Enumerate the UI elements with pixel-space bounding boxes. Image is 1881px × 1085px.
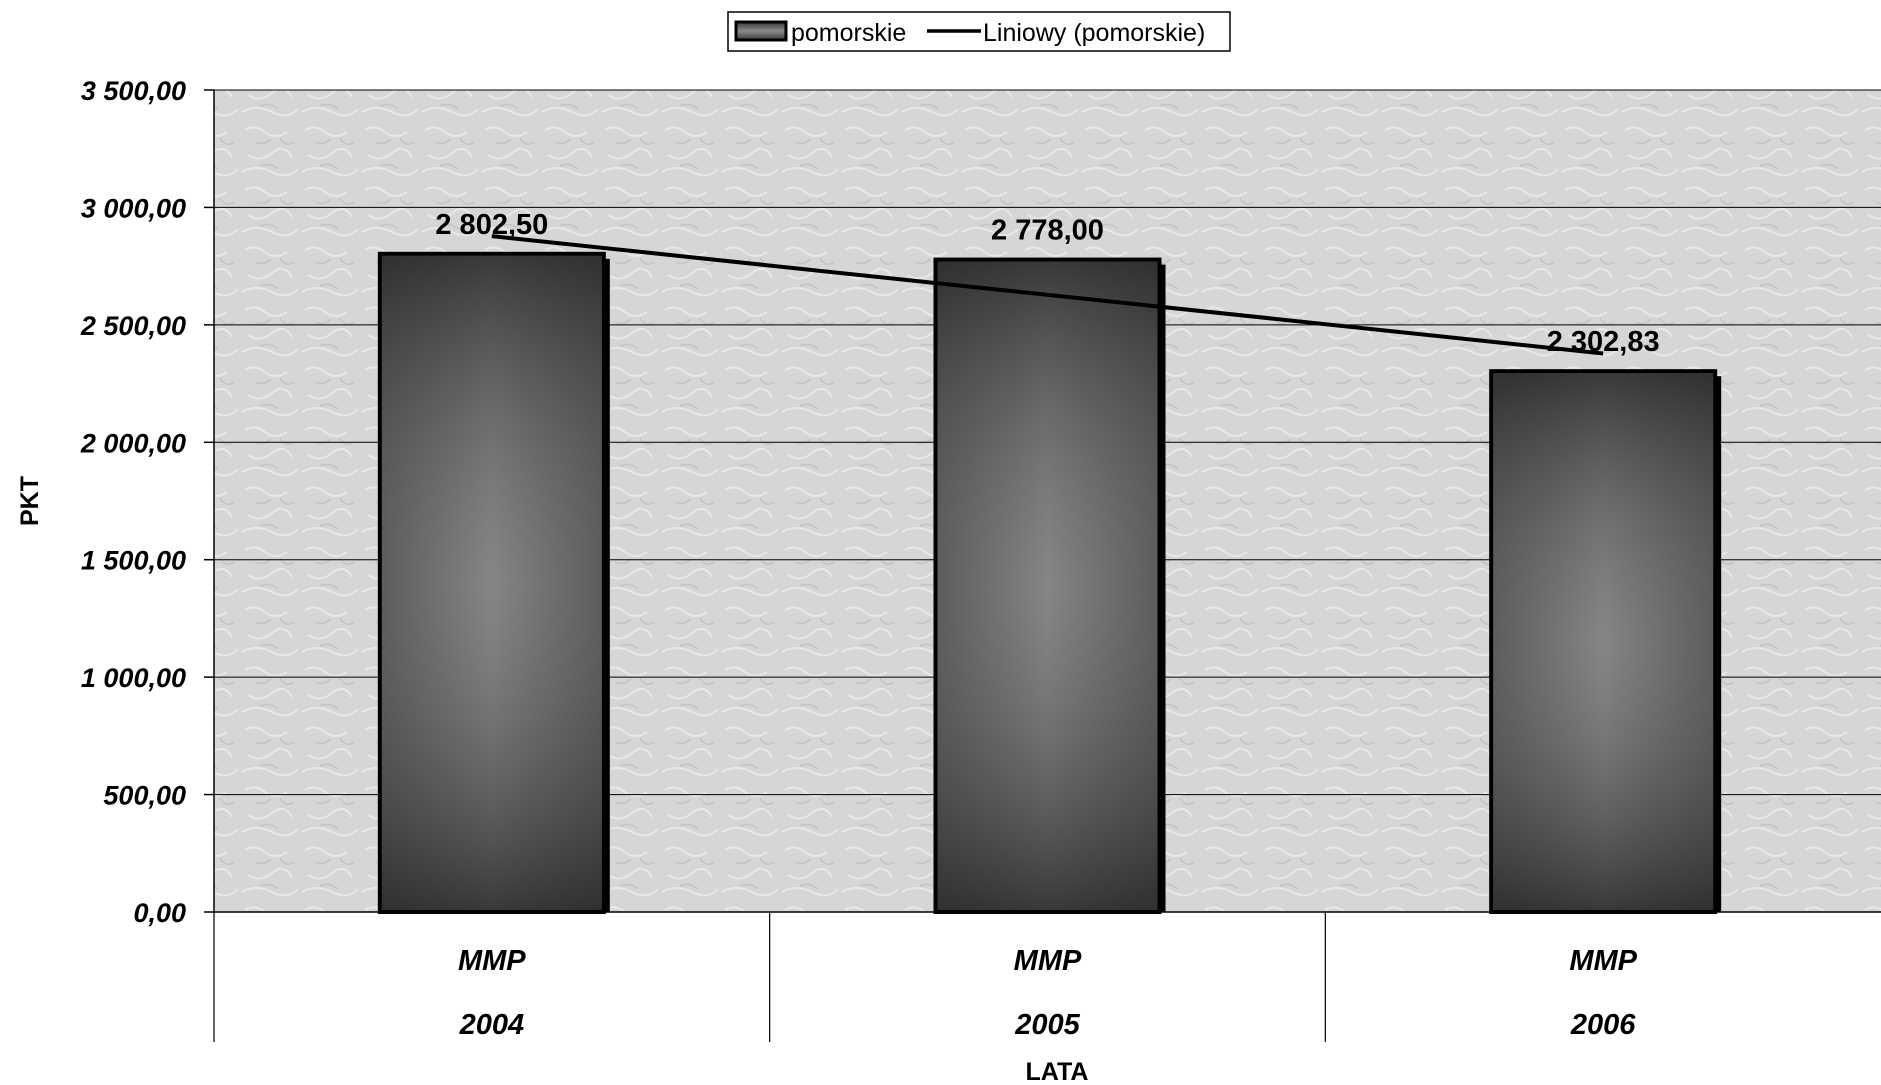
data-label: 2 778,00 [991, 215, 1104, 247]
legend: pomorskie Liniowy (pomorskie) [727, 11, 1231, 52]
x-axis-categories: MMP 2004 MMP 2005 MMP 2006 [213, 912, 1638, 1042]
legend-label-pomorskie: pomorskie [791, 19, 906, 47]
bar-shade [1493, 373, 1714, 910]
legend-label-trend: Liniowy (pomorskie) [983, 19, 1205, 47]
x-axis-label: LATA [1026, 1058, 1089, 1085]
y-tick-label: 2 000,00 [80, 428, 186, 458]
bar-shade [937, 261, 1158, 910]
y-tick-label: 500,00 [103, 781, 186, 811]
y-tick-label: 1 000,00 [81, 663, 186, 693]
x-category-label: MMP [1569, 945, 1637, 977]
y-tick-label: 0,00 [133, 898, 186, 928]
y-axis-label: PKT [16, 476, 44, 526]
x-category-label: MMP [1014, 945, 1082, 977]
y-axis-ticks: 0,00 500,00 1 000,00 1 500,00 2 000,00 2 500,… [80, 76, 214, 928]
x-category-year-label: 2004 [459, 1009, 525, 1041]
legend-swatch-pomorskie [734, 20, 788, 42]
x-category-year-label: 2005 [1014, 1009, 1080, 1041]
trendline [491, 234, 1604, 356]
data-label: 2 302,83 [1547, 326, 1660, 358]
x-category-label: MMP [458, 945, 526, 977]
x-category-year-label: 2006 [1570, 1009, 1636, 1041]
trendline-line [491, 234, 1604, 356]
bars [377, 251, 1722, 915]
y-tick-label: 3 000,00 [81, 193, 186, 223]
bar-shade [381, 255, 602, 910]
y-tick-label: 2 500,00 [80, 311, 186, 341]
y-tick-label: 1 500,00 [81, 546, 186, 576]
data-labels: 2 802,50 2 778,00 2 302,83 [435, 209, 1659, 358]
y-tick-label: 3 500,00 [81, 76, 186, 106]
data-label: 2 802,50 [435, 209, 548, 241]
